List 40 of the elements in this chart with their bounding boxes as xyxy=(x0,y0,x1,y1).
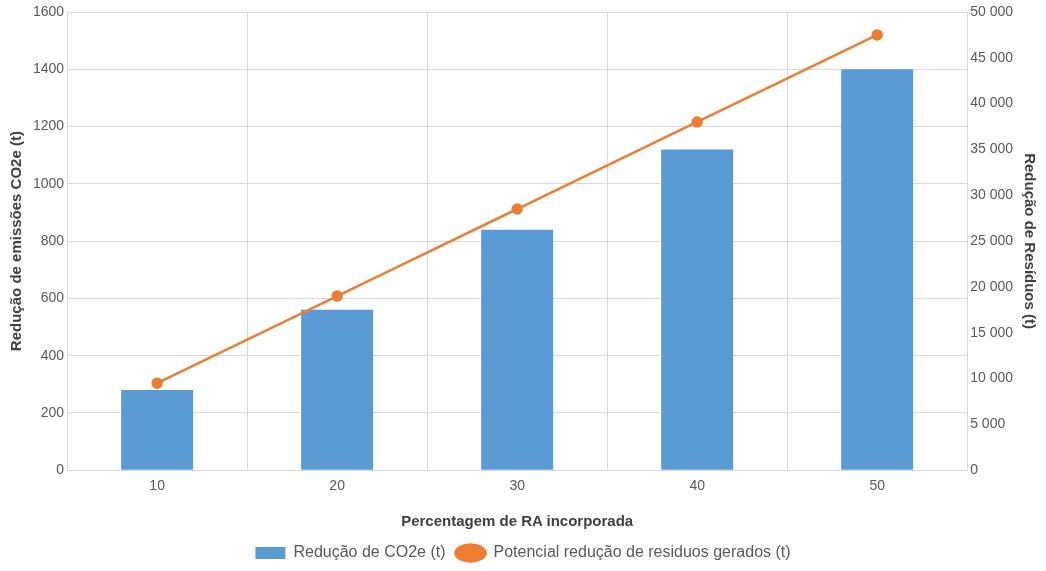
y-tick-label: 1400 xyxy=(32,60,65,77)
bar xyxy=(481,229,554,470)
x-tick-label: 50 xyxy=(869,477,886,494)
x-tick-label: 30 xyxy=(509,477,526,494)
bar xyxy=(121,390,194,470)
y-tick-label: 1000 xyxy=(32,174,65,191)
x-tick-label: 10 xyxy=(149,477,166,494)
bar xyxy=(841,69,914,470)
y2-tick-label: 15 000 xyxy=(970,323,1014,340)
y-tick-label: 800 xyxy=(40,231,65,248)
y2-tick-label: 0 xyxy=(970,461,979,478)
point xyxy=(871,29,883,41)
x-tick-label: 40 xyxy=(689,477,706,494)
point xyxy=(331,290,343,302)
y2-tick-label: 30 000 xyxy=(970,186,1014,203)
y2-tick-label: 5 000 xyxy=(970,415,1006,432)
bar xyxy=(661,149,734,470)
legend-label: Potencial redução de residuos gerados (t) xyxy=(493,543,791,561)
y-axis-title: Redução de emissões CO2e (t) xyxy=(7,131,25,352)
y-tick-label: 1600 xyxy=(32,2,65,19)
point xyxy=(691,116,703,128)
x-tick-label: 20 xyxy=(329,477,346,494)
y-tick-label: 400 xyxy=(40,346,65,363)
y2-tick-label: 45 000 xyxy=(970,48,1014,65)
legend-label: Redução de CO2e (t) xyxy=(293,543,446,561)
y2-tick-label: 10 000 xyxy=(970,369,1014,386)
point xyxy=(151,377,163,389)
y-tick-label: 600 xyxy=(40,289,65,306)
point xyxy=(511,203,523,215)
y-tick-label: 1200 xyxy=(32,117,65,134)
y2-tick-label: 25 000 xyxy=(970,231,1014,248)
x-axis-title: Percentagem de RA incorporada xyxy=(401,512,634,530)
y-tick-label: 0 xyxy=(56,461,65,478)
y2-axis-title: Redução de Resíduos (t) xyxy=(1021,153,1039,330)
bar xyxy=(301,309,374,470)
y2-tick-label: 35 000 xyxy=(970,140,1014,157)
y2-tick-label: 20 000 xyxy=(970,277,1014,294)
y2-tick-label: 40 000 xyxy=(970,94,1014,111)
y2-tick-label: 50 000 xyxy=(970,2,1014,19)
y-tick-label: 200 xyxy=(40,403,65,420)
